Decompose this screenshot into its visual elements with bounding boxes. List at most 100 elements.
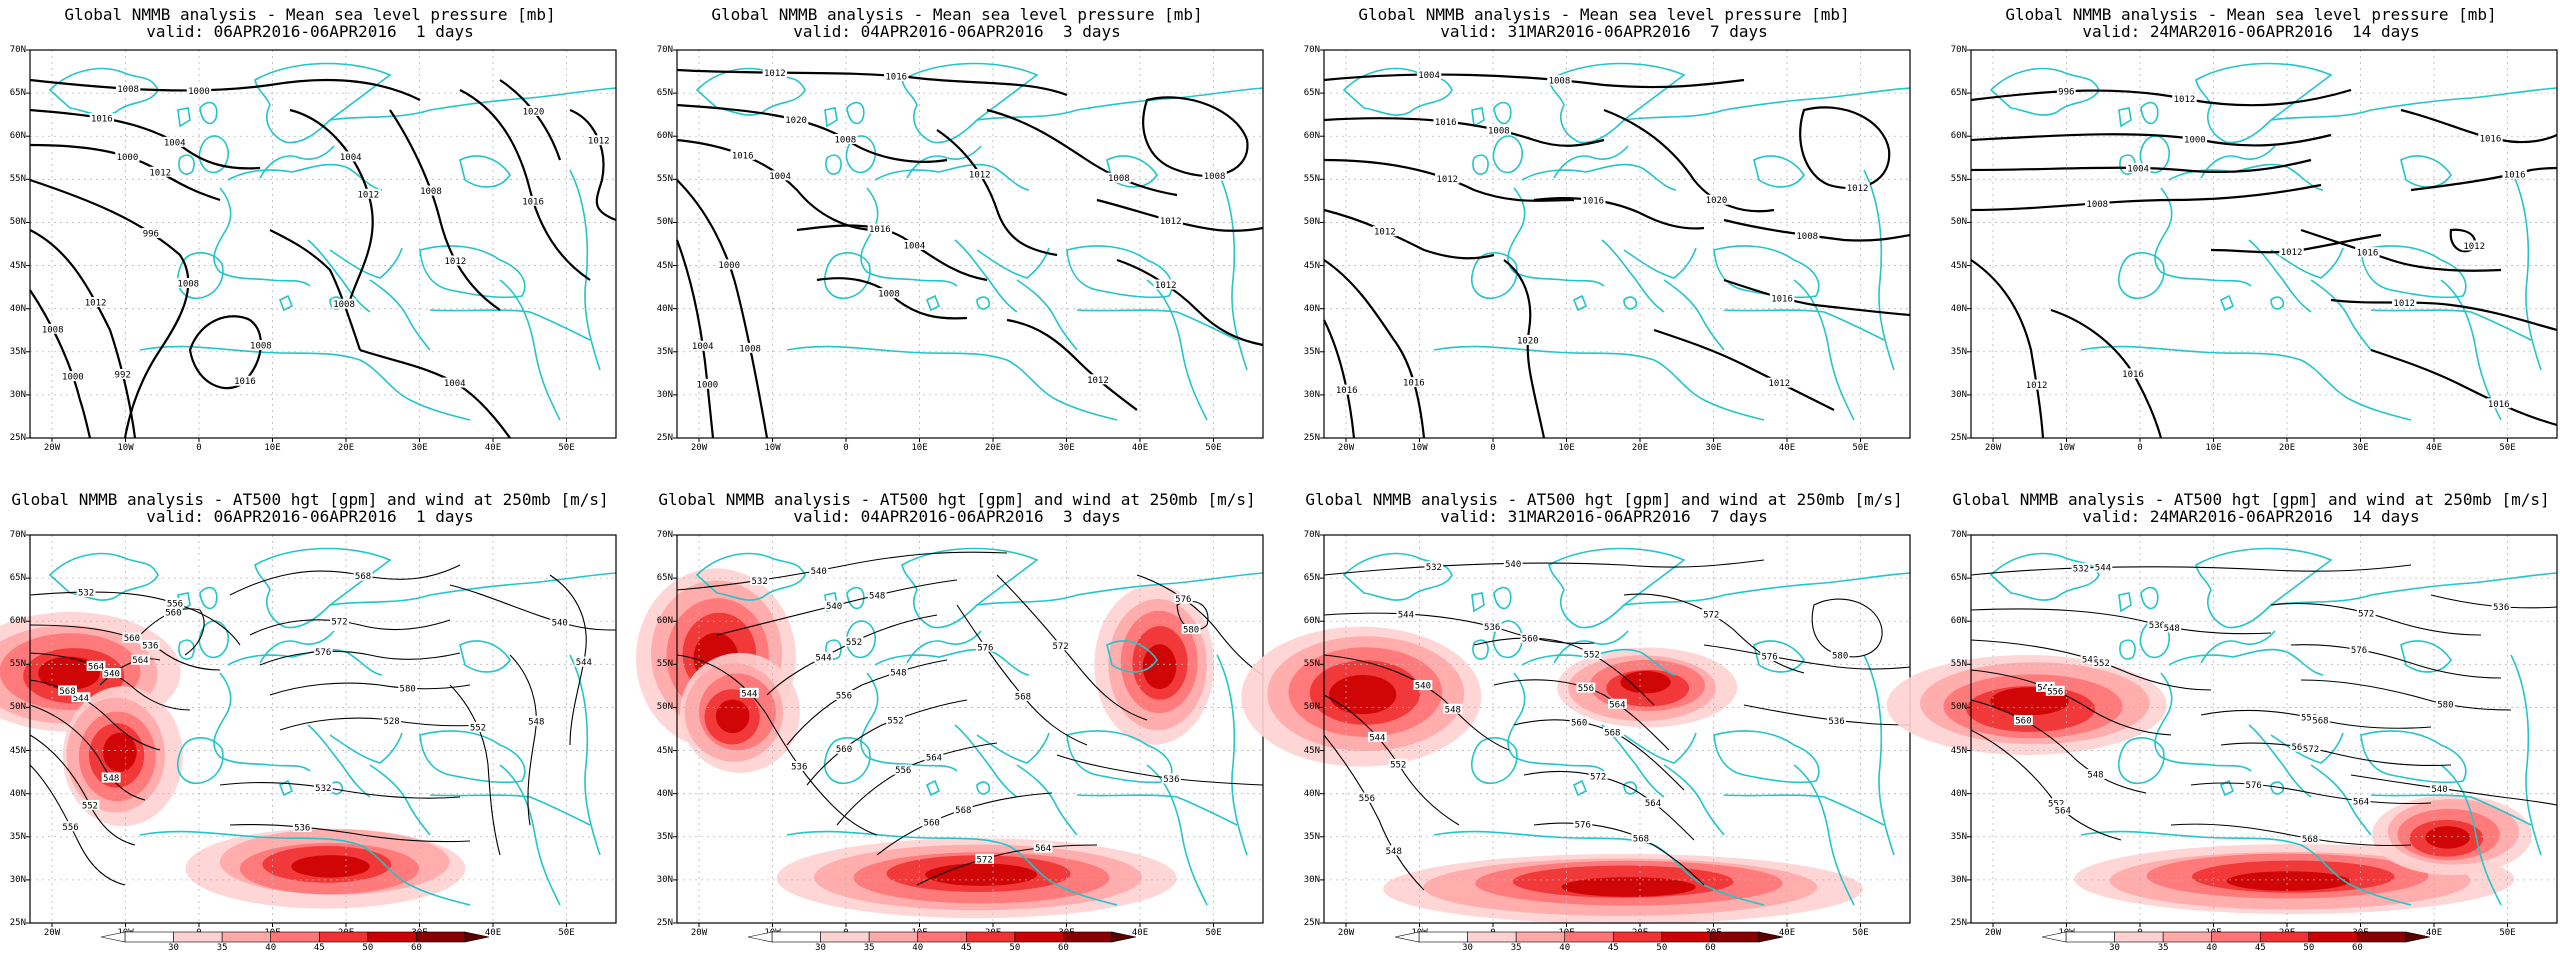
contour-label: 568 [955,806,971,816]
contour-label: 576 [1175,595,1191,605]
latitude-label: 35N [1950,346,1967,357]
coastline [1713,245,1820,299]
legend-swatch [2114,931,2164,943]
contour-label: 564 [2353,797,2369,807]
legend-swatch [173,931,223,943]
legend-arrow-right [1111,931,1137,943]
wind-speed-area [291,855,370,878]
contour-label-bg [2045,685,2065,696]
contour-label: 1000 [62,373,84,383]
contour-line [676,654,878,836]
contour-label-bg [1384,845,1404,856]
latitude-label: 25N [1950,918,1967,928]
wind-color-legend: 30 35 40 45 50 60 [1389,931,1789,954]
contour-label: 544 [2037,683,2053,693]
latitude-label: 25N [9,918,26,928]
latitude-label: 40N [9,788,26,799]
contour-line [1323,73,1745,89]
latitude-label: 50N [1303,702,1320,713]
legend-swatch [318,931,369,943]
contour-label-bg [867,223,893,234]
latitude-label: 35N [9,346,26,357]
contour-label: 1012 [2026,381,2048,391]
contour-line [1176,600,1209,631]
contour-label: 548 [1386,847,1402,857]
contour-label-bg [1581,195,1606,206]
coastline [307,724,371,798]
coastlines [1342,62,1911,421]
contour-label: 560 [2291,743,2307,753]
coastline [2360,730,2467,784]
coastline [1753,640,1805,673]
graticule [1971,535,2557,923]
contour-label: 1016 [1582,197,1604,207]
legend-colorbar [747,931,1137,943]
contour-label: 540 [1505,560,1521,570]
coastline [259,145,335,179]
contour-label: 1020 [1517,336,1539,346]
contours [29,78,617,439]
coastline [2510,169,2542,371]
contour-label: 1008 [117,85,139,95]
coastline [846,101,865,125]
contour-label-bg [2053,804,2073,815]
legend-swatch [2211,931,2261,943]
wind-color-legend: 30 35 40 45 50 60 [95,931,495,954]
latitude-label: 70N [9,530,26,540]
coastline [1106,640,1158,673]
coastline [1342,67,1453,116]
contour-label-bg [115,151,140,162]
latitude-label: 40N [1950,303,1967,314]
coastline [259,630,335,664]
contour-label: 556 [1578,684,1594,694]
contour-label: 572 [2303,745,2319,755]
coastline [2370,794,2532,826]
contour-label: 1008 [42,325,64,335]
legend-colorbar [100,931,490,943]
contour-label: 1004 [444,379,466,389]
contour-label-bg [1396,608,1416,619]
contour-line [1653,328,1835,411]
contour-label-bg [313,646,333,657]
contour-line [675,239,715,439]
map-canvas: 532 536 540 544 548 552 556 560 564 568 572 576 580 5… [1886,534,2558,927]
contour-label: 1012 [588,137,610,147]
legend-tick-label: 45 [960,943,972,953]
contour-label-bg [767,170,793,181]
legend-tick-label: 60 [2352,943,2363,953]
contour-label: 568 [2302,835,2318,845]
coastline [976,247,1050,279]
contour-label-bg [2290,741,2309,752]
contour-label: 1000 [117,153,139,163]
legend-swatch [1710,931,1760,943]
latitude-label: 35N [1303,346,1320,357]
longitude-label: 20W [1337,928,1355,938]
latitude-label: 70N [9,45,26,55]
legend-arrow-left [747,931,773,943]
latitude-label: 70N [1950,45,1967,55]
contour-label: 544 [741,689,757,699]
coastline [976,296,991,310]
contour-label: 1000 [2184,136,2206,146]
contour-label-bg [71,692,91,703]
contour-label: 1020 [1706,196,1728,206]
contour-label: 1004 [164,138,186,148]
coastlines [48,547,617,906]
coastline [176,252,224,300]
contour-label: 532 [751,577,767,587]
coastline [1548,62,1686,144]
contour-label: 1016 [2122,370,2144,380]
contour-label-bg [2502,168,2527,179]
contour-label: 560 [1522,635,1538,645]
coastline [786,830,1118,906]
coastline [1601,239,1665,313]
coastline [2440,764,2502,906]
longitude-label: 10E [264,443,281,453]
contour-label-bg [844,636,864,647]
contour-line [269,229,362,351]
contour-label-bg [1602,726,1622,737]
longitude-label: 0 [2137,443,2143,453]
contour-label-bg [1547,75,1572,86]
coastline [199,586,218,610]
longitude-label: 40E [1131,443,1149,453]
